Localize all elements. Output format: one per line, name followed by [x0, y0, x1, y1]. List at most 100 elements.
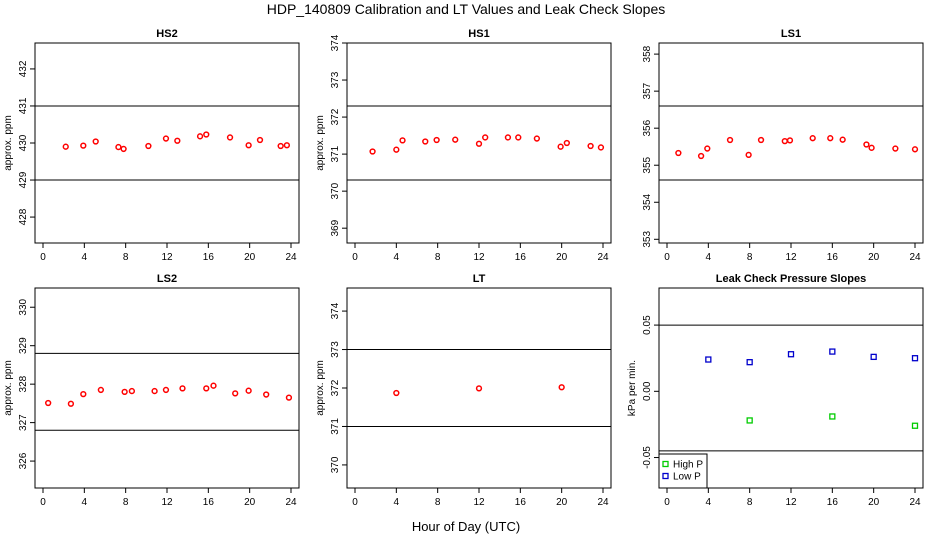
y-tick-label: 327 [18, 414, 29, 431]
data-point [121, 388, 128, 395]
panel-5: LT approx. ppm 0 4 8 12 16 20 24 370 371 372 373 374 [315, 273, 612, 508]
figure-title: HDP_140809 Calibration and LT Values and… [267, 1, 665, 17]
y-tick-label: 372 [330, 379, 341, 396]
data-point [475, 385, 483, 392]
data-point [829, 413, 836, 420]
legend-marker [662, 460, 669, 468]
x-tick-label: 20 [868, 252, 880, 263]
figure-xlabel: Hour of Day (UTC) [412, 519, 520, 534]
y-tick-label: 357 [642, 82, 653, 99]
x-tick-label: 20 [244, 497, 256, 508]
data-point [45, 399, 52, 407]
data-point [533, 135, 541, 142]
x-tick-label: 12 [473, 252, 485, 263]
panel-title: LT [473, 273, 486, 285]
y-tick-label: 0.05 [642, 315, 653, 335]
panel-1: HS2 approx. ppm 0 4 8 12 16 20 24 428 429 430 431 432 [3, 28, 300, 263]
data-point [781, 137, 788, 145]
x-tick-label: 0 [664, 252, 670, 263]
x-tick-label: 16 [203, 252, 215, 263]
y-tick-label: 0.00 [642, 381, 653, 401]
x-tick-label: 12 [785, 497, 797, 508]
legend-marker [662, 472, 669, 480]
data-point [705, 356, 712, 363]
x-tick-label: 0 [40, 252, 46, 263]
data-point [787, 351, 795, 358]
data-point [393, 389, 400, 397]
y-tick-label: 330 [18, 298, 29, 315]
plot-frame [346, 42, 612, 244]
data-point [422, 138, 429, 145]
x-tick-label: 8 [123, 497, 129, 508]
data-point [597, 144, 605, 151]
data-point [245, 142, 252, 149]
y-tick-label: 372 [330, 108, 341, 125]
x-tick-label: 4 [706, 252, 712, 263]
y-tick-label: 373 [330, 341, 341, 358]
x-tick-label: 24 [285, 252, 297, 263]
data-point [174, 137, 181, 144]
panel-title: Leak Check Pressure Slopes [716, 273, 866, 285]
data-point [399, 137, 406, 144]
data-point [786, 137, 794, 144]
x-tick-label: 16 [827, 497, 839, 508]
x-tick-label: 12 [785, 252, 797, 263]
x-tick-label: 8 [747, 497, 753, 508]
x-tick-label: 20 [868, 497, 880, 508]
legend-label: High P [673, 460, 703, 471]
x-tick-label: 8 [435, 497, 441, 508]
data-point [911, 146, 919, 153]
y-tick-label: 328 [18, 375, 29, 392]
data-point [433, 136, 440, 144]
x-tick-label: 20 [556, 497, 568, 508]
data-point [557, 143, 564, 150]
data-point [393, 146, 400, 153]
x-tick-label: 24 [597, 252, 609, 263]
data-point [145, 142, 152, 150]
data-point [452, 136, 459, 143]
y-tick-label: 374 [330, 302, 341, 319]
legend-label: Low P [673, 472, 701, 483]
x-tick-label: 4 [394, 252, 400, 263]
y-tick-label: 371 [330, 145, 341, 162]
y-tick-label: 373 [330, 71, 341, 88]
data-point [226, 134, 234, 141]
panel-title: LS1 [781, 28, 801, 40]
x-tick-label: 12 [473, 497, 485, 508]
y-tick-label: 326 [18, 452, 29, 469]
data-point [162, 386, 170, 394]
panel-2: HS1 approx. ppm 0 4 8 12 16 20 24 369 370 371 372 373… [315, 28, 612, 263]
x-tick-label: 12 [161, 497, 173, 508]
data-point [369, 148, 376, 155]
y-axis-label: approx. ppm [3, 360, 14, 416]
data-point [911, 422, 919, 429]
data-point [863, 141, 870, 148]
data-point [162, 135, 170, 142]
x-tick-label: 8 [123, 252, 129, 263]
y-axis-label: approx. ppm [315, 115, 326, 171]
y-tick-label: 356 [642, 119, 653, 136]
x-tick-label: 8 [435, 252, 441, 263]
y-tick-label: 354 [642, 193, 653, 210]
data-point [97, 386, 105, 394]
data-point [726, 136, 734, 144]
data-point [482, 134, 489, 141]
y-tick-label: -0.05 [642, 446, 653, 469]
x-tick-label: 4 [706, 497, 712, 508]
data-point [515, 134, 522, 141]
y-tick-label: 353 [642, 231, 653, 248]
data-point [911, 355, 919, 362]
data-point [829, 348, 836, 355]
data-point [746, 417, 753, 424]
y-tick-label: 428 [18, 208, 29, 225]
y-tick-label: 329 [18, 337, 29, 354]
data-point [870, 353, 877, 361]
x-tick-label: 0 [664, 497, 670, 508]
x-tick-label: 0 [352, 252, 358, 263]
panel-title: HS1 [468, 28, 489, 40]
x-tick-label: 24 [285, 497, 297, 508]
data-point [827, 135, 834, 142]
